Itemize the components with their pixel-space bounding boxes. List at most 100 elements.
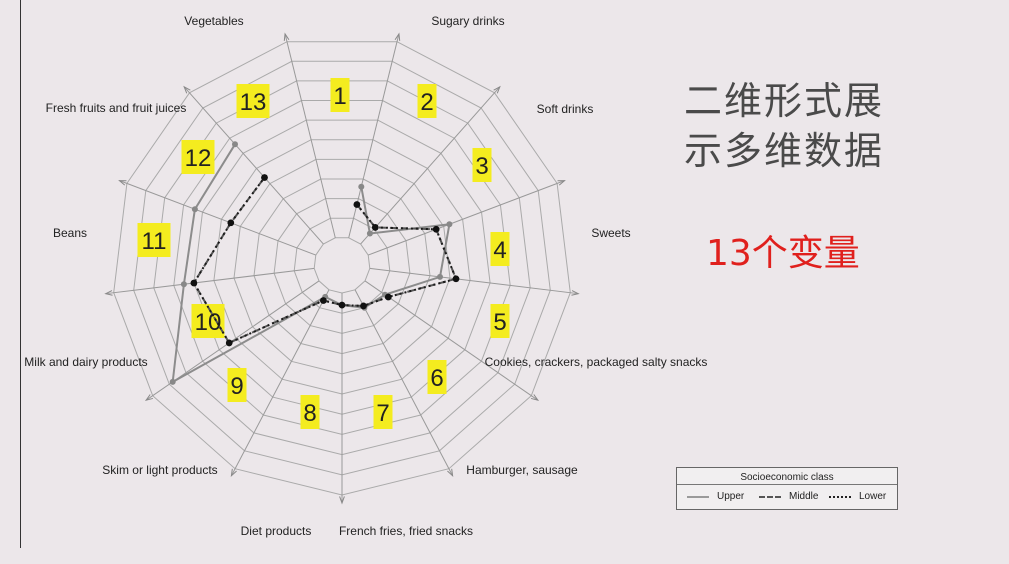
legend-swatch-upper: [687, 495, 709, 498]
spoke-arrow-tip: [493, 85, 501, 94]
variable-number: 12: [185, 145, 212, 172]
spoke-arrow-tip: [104, 290, 113, 296]
series-point-lower: [190, 279, 198, 287]
series-point-lower: [385, 293, 392, 301]
spoke-line: [360, 86, 501, 245]
series-point-upper: [358, 183, 365, 190]
grid-ring: [313, 237, 371, 294]
series-point-lower: [261, 174, 268, 181]
slide-title-line-2: 示多维数据: [684, 129, 885, 173]
axis-label: French fries, fried snacks: [339, 524, 473, 538]
series-line-lower: [192, 176, 458, 345]
number-highlight-box: [236, 84, 270, 118]
spoke-arrow-tip: [283, 32, 290, 41]
number-highlight-box: [373, 395, 393, 429]
number-highlight-box: [472, 148, 492, 182]
variable-number: 4: [493, 237, 506, 264]
series-point-upper: [169, 378, 176, 385]
legend-label-lower: Lower: [859, 491, 887, 502]
number-highlight-box: [330, 78, 350, 112]
series-point-lower: [227, 219, 235, 227]
series-point-upper: [180, 281, 187, 288]
slide-border: [20, 0, 21, 548]
spoke-arrow-tip: [230, 468, 237, 478]
grid-ring: [293, 217, 391, 314]
legend-item-middle: Middle: [759, 491, 818, 502]
spoke-line: [369, 267, 579, 295]
series-point-upper: [191, 206, 198, 213]
spoke-arrow-tip: [118, 180, 127, 186]
number-highlight-box: [300, 395, 320, 429]
number-highlight-box: [490, 232, 510, 266]
spoke-line: [230, 289, 330, 476]
axis-label: Sweets: [591, 226, 630, 240]
variable-number: 5: [493, 309, 506, 336]
series-point-upper: [446, 221, 453, 228]
spoke-line: [368, 180, 565, 256]
radar-grid: [113, 41, 571, 496]
legend-swatch-middle: [759, 495, 781, 498]
variable-number: 11: [142, 228, 167, 255]
spoke-line: [354, 289, 454, 476]
series-point-upper: [437, 273, 443, 280]
slide-title-line-1: 二维形式展: [684, 79, 885, 123]
series-point-lower: [432, 226, 440, 233]
legend-swatch-lower: [829, 495, 851, 498]
spoke-arrow-tip: [144, 394, 154, 402]
axis-label: Hamburger, sausage: [466, 463, 578, 477]
axis-label: Milk and dairy products: [24, 355, 147, 369]
series-point-lower: [360, 302, 367, 310]
number-highlight-box: [191, 304, 225, 338]
series-point-lower: [338, 301, 346, 309]
grid-ring: [253, 178, 431, 355]
number-highlight-box: [417, 84, 437, 118]
grid-ring: [273, 198, 411, 334]
spoke-line: [105, 267, 315, 295]
number-highlight-box: [427, 360, 447, 394]
variable-number: 8: [303, 400, 316, 427]
chart-legend: Socioeconomic class Upper Middle Lower: [676, 467, 898, 510]
legend-item-upper: Upper: [687, 491, 744, 502]
grid-ring: [113, 41, 571, 496]
spoke-arrow-tip: [394, 32, 401, 41]
axis-label: Skim or light products: [102, 463, 217, 477]
legend-label-middle: Middle: [789, 491, 819, 502]
axis-label: Cookies, crackers, packaged salty snacks: [485, 355, 708, 369]
variable-number: 13: [240, 89, 267, 116]
variable-number: 7: [376, 400, 389, 427]
spoke-arrow-tip: [571, 290, 580, 296]
slide-title: 二维形式展 示多维数据: [684, 76, 924, 176]
legend-label-upper: Upper: [717, 491, 745, 502]
variable-number: 2: [420, 89, 433, 116]
series-point-lower: [372, 224, 379, 231]
axis-label: Soft drinks: [537, 102, 594, 116]
variable-count-note: 13个变量: [706, 233, 860, 274]
axis-label: Beans: [53, 226, 87, 240]
spoke-arrow-tip: [530, 394, 540, 402]
spoke-line: [364, 280, 539, 401]
variable-number: 3: [475, 153, 488, 180]
axis-labels: Sugary drinks Soft drinks Sweets Cookies, c…: [24, 14, 707, 538]
variable-number: 9: [230, 373, 243, 400]
axis-label: Vegetables: [184, 14, 243, 28]
variable-number: 1: [333, 83, 346, 110]
radar-series: [169, 141, 460, 385]
variable-number: 6: [430, 365, 443, 392]
spoke-line: [284, 33, 336, 238]
number-highlight-box: [181, 140, 215, 174]
axis-label: Diet products: [241, 524, 312, 538]
grid-ring: [233, 158, 451, 375]
axis-label: Sugary drinks: [431, 14, 504, 28]
spoke-line: [183, 86, 324, 245]
legend-item-lower: Lower: [829, 491, 886, 502]
radar-spokes: [104, 32, 580, 505]
legend-title: Socioeconomic class: [677, 472, 897, 485]
series-point-upper: [232, 141, 238, 148]
grid-ring: [213, 139, 471, 395]
series-point-lower: [320, 297, 327, 304]
spoke-arrow-tip: [557, 180, 566, 186]
series-point-lower: [225, 339, 233, 347]
series-point-lower: [452, 275, 460, 283]
